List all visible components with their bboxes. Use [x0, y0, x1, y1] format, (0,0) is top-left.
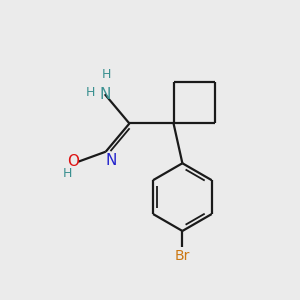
Text: O: O — [68, 154, 80, 169]
Text: H: H — [85, 86, 95, 99]
Text: N: N — [106, 153, 117, 168]
Text: H: H — [63, 167, 72, 180]
Text: N: N — [99, 87, 110, 102]
Text: H: H — [102, 68, 111, 81]
Text: Br: Br — [175, 249, 190, 262]
